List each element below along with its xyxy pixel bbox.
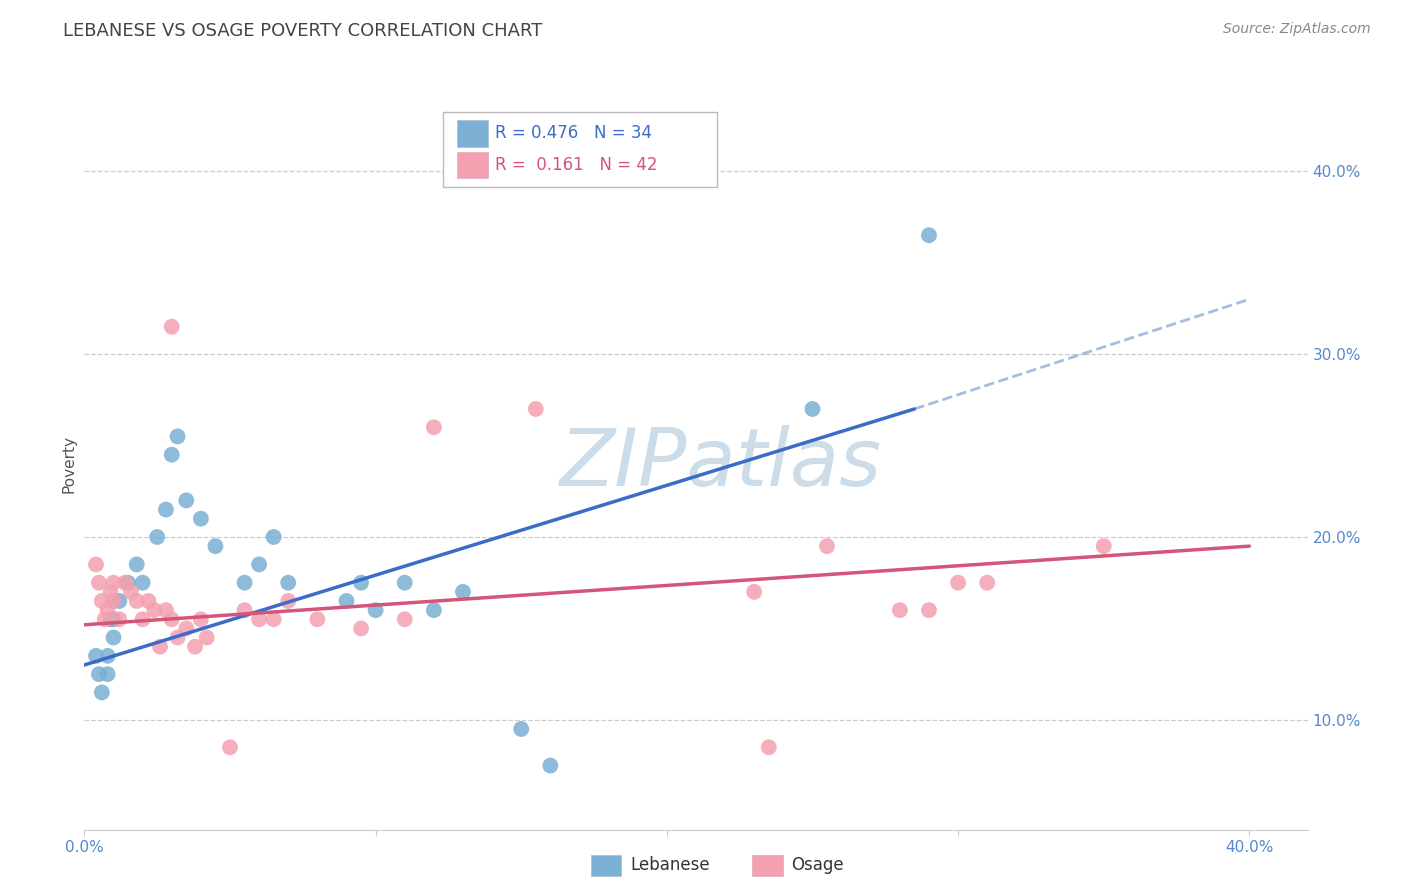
Point xyxy=(423,420,446,434)
Point xyxy=(176,622,198,636)
Point xyxy=(195,631,218,645)
Point xyxy=(131,612,153,626)
Point xyxy=(350,622,373,636)
Point xyxy=(742,585,765,599)
Point xyxy=(90,685,112,699)
Point xyxy=(103,612,125,626)
Point xyxy=(166,429,188,443)
Point xyxy=(103,594,125,608)
Text: LEBANESE VS OSAGE POVERTY CORRELATION CHART: LEBANESE VS OSAGE POVERTY CORRELATION CH… xyxy=(63,22,543,40)
Point xyxy=(190,612,212,626)
Point xyxy=(100,585,122,599)
Point xyxy=(423,603,446,617)
Point xyxy=(125,558,148,572)
Point xyxy=(90,594,112,608)
Point xyxy=(364,603,387,617)
Point xyxy=(918,228,941,243)
Point xyxy=(184,640,207,654)
Point xyxy=(918,603,941,617)
Point xyxy=(160,448,183,462)
Point xyxy=(451,585,474,599)
Point xyxy=(117,575,139,590)
Point xyxy=(84,648,107,663)
Text: R = 0.476   N = 34: R = 0.476 N = 34 xyxy=(495,124,652,142)
Point xyxy=(219,740,242,755)
Point xyxy=(149,640,172,654)
Point xyxy=(103,594,125,608)
Point xyxy=(394,575,416,590)
Point xyxy=(120,585,142,599)
Point xyxy=(138,594,160,608)
Point xyxy=(1092,539,1115,553)
Point xyxy=(84,558,107,572)
Text: ZIPatlas: ZIPatlas xyxy=(560,425,882,503)
Y-axis label: Poverty: Poverty xyxy=(60,434,76,493)
Point xyxy=(524,402,547,417)
Point xyxy=(146,530,169,544)
Point xyxy=(976,575,998,590)
Point xyxy=(233,603,256,617)
Point xyxy=(538,758,561,772)
Point xyxy=(97,603,120,617)
Point xyxy=(247,558,270,572)
Point xyxy=(97,667,120,681)
Point xyxy=(103,631,125,645)
Point xyxy=(394,612,416,626)
Point xyxy=(125,594,148,608)
Point xyxy=(160,319,183,334)
Point xyxy=(155,603,177,617)
Point xyxy=(277,575,299,590)
Point xyxy=(103,575,125,590)
Point xyxy=(100,612,122,626)
Point xyxy=(190,512,212,526)
Text: R =  0.161   N = 42: R = 0.161 N = 42 xyxy=(495,156,658,174)
Point xyxy=(131,575,153,590)
Point xyxy=(155,502,177,516)
Point xyxy=(143,603,166,617)
Point xyxy=(166,631,188,645)
Point xyxy=(801,402,824,417)
Point xyxy=(97,648,120,663)
Point xyxy=(233,575,256,590)
Point xyxy=(114,575,136,590)
Point xyxy=(93,612,117,626)
Point xyxy=(335,594,357,608)
Point xyxy=(108,594,131,608)
Point xyxy=(176,493,198,508)
Point xyxy=(204,539,226,553)
Point xyxy=(87,575,110,590)
Point xyxy=(108,612,131,626)
Point xyxy=(263,612,285,626)
Point xyxy=(946,575,969,590)
Point xyxy=(307,612,329,626)
Point xyxy=(263,530,285,544)
Text: Lebanese: Lebanese xyxy=(630,856,710,874)
Text: Osage: Osage xyxy=(792,856,844,874)
Text: Source: ZipAtlas.com: Source: ZipAtlas.com xyxy=(1223,22,1371,37)
Point xyxy=(350,575,373,590)
Point xyxy=(87,667,110,681)
Point xyxy=(510,722,533,736)
Point xyxy=(815,539,838,553)
Point xyxy=(247,612,270,626)
Point xyxy=(160,612,183,626)
Point xyxy=(889,603,911,617)
Point xyxy=(758,740,780,755)
Point xyxy=(277,594,299,608)
